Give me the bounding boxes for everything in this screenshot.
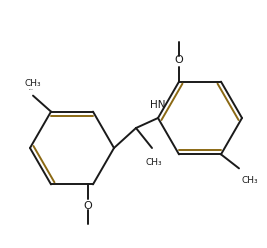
Text: CH₃: CH₃	[25, 79, 41, 88]
Text: CH₃: CH₃	[146, 158, 162, 167]
Text: O: O	[175, 55, 183, 65]
Text: CH₃: CH₃	[241, 176, 258, 185]
Text: methyl: methyl	[29, 88, 34, 90]
Text: O: O	[84, 201, 92, 211]
Text: HN: HN	[150, 100, 166, 110]
